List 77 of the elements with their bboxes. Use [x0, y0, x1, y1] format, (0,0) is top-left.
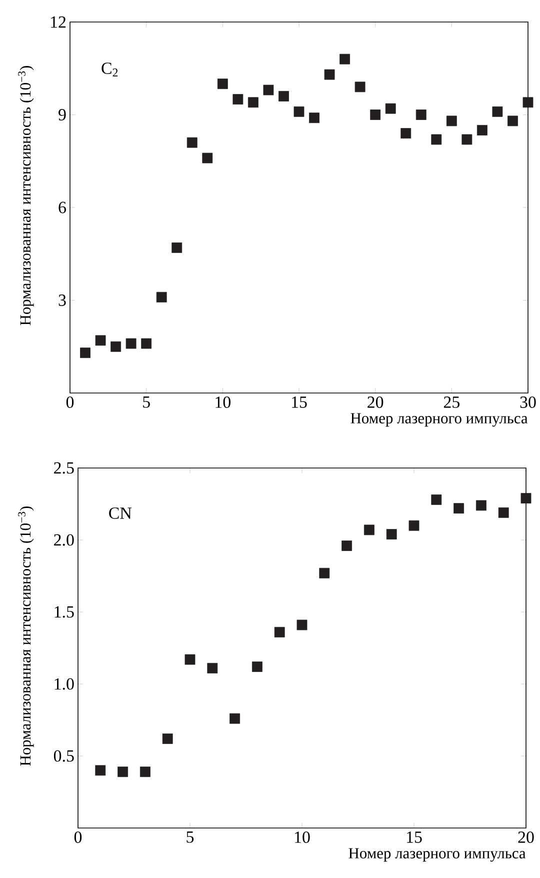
point: [520, 493, 532, 504]
point: [156, 292, 167, 302]
point: [187, 137, 198, 148]
point: [446, 116, 457, 126]
point: [309, 112, 320, 124]
point: [95, 765, 106, 776]
point: [207, 662, 218, 674]
x-tick-label: 20: [368, 396, 384, 408]
y-tick-label: 0.5: [54, 750, 74, 762]
point: [230, 713, 240, 724]
point: [118, 766, 128, 778]
y-tick-label: 1.5: [54, 606, 74, 618]
x-tick-label: 10: [295, 832, 310, 843]
x-axis-title: Номер лазерного импульса: [350, 413, 528, 427]
point: [386, 529, 397, 540]
point: [342, 540, 352, 551]
y-axis-title: Нормализованная интенсивность (10$^{−3}$): [18, 506, 34, 766]
y-tick-label: 2.0: [54, 534, 74, 546]
y-tick-label: 9: [58, 109, 66, 120]
x-tick-label: 0: [66, 396, 74, 408]
x-tick-label: 20: [518, 832, 534, 843]
x-tick-label: 0: [74, 832, 82, 843]
point: [431, 494, 442, 505]
point: [274, 626, 285, 638]
y-tick-label: 1.0: [54, 678, 74, 690]
y-tick-label: 12: [51, 16, 66, 28]
point: [370, 110, 381, 120]
point: [364, 524, 375, 536]
point: [386, 103, 396, 114]
annotation: C$_{2}$: [102, 62, 118, 76]
point: [263, 84, 274, 96]
point: [202, 152, 213, 164]
point: [492, 106, 503, 117]
y-tick-label: 3: [58, 294, 66, 306]
point: [296, 620, 308, 630]
point: [498, 507, 509, 518]
point: [340, 54, 350, 64]
x-tick-label: 15: [407, 832, 422, 843]
point: [95, 335, 106, 346]
x-tick-label: 10: [216, 396, 231, 408]
x-tick-label: 25: [444, 396, 460, 408]
point: [172, 242, 182, 253]
point: [248, 97, 259, 108]
point: [522, 97, 534, 108]
point: [232, 94, 244, 104]
point: [454, 503, 464, 514]
point: [416, 110, 426, 120]
x-tick-label: 5: [186, 832, 194, 843]
y-tick-label: 2.5: [54, 462, 74, 474]
point: [354, 82, 366, 92]
point: [80, 348, 91, 358]
point: [126, 338, 136, 349]
point: [252, 662, 263, 672]
point: [431, 134, 442, 145]
point: [140, 766, 151, 778]
point: [162, 734, 173, 744]
x-axis-title: Номер лазерного импульса: [348, 848, 526, 862]
point: [400, 128, 412, 138]
x-tick-label: 30: [520, 396, 536, 408]
point: [462, 134, 472, 145]
point: [408, 520, 420, 531]
point: [184, 654, 196, 665]
point: [477, 125, 488, 136]
y-tick-label: 6: [58, 202, 66, 214]
y-axis-title: Нормализованная интенсивность (10$^{−3}$): [18, 66, 34, 326]
x-tick-label: 15: [292, 396, 307, 408]
point: [294, 106, 304, 117]
point: [278, 90, 290, 102]
point: [141, 338, 152, 349]
point: [110, 341, 122, 352]
point: [324, 69, 335, 80]
point: [476, 500, 487, 511]
x-tick-label: 5: [143, 396, 150, 408]
point: [218, 78, 228, 90]
annotation: CN: [109, 508, 132, 519]
point: [508, 116, 518, 126]
point: [319, 568, 330, 578]
